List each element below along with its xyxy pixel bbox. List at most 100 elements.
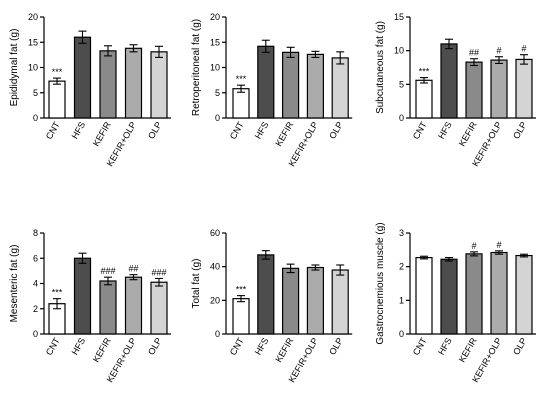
- y-tick-label: 8: [33, 228, 38, 238]
- significance-marker: ***: [52, 288, 63, 298]
- y-tick-label: 5: [215, 88, 220, 98]
- y-tick-label: 0: [33, 113, 38, 123]
- y-tick-label: 40: [210, 262, 220, 272]
- x-tick-label: KEFIR: [457, 336, 479, 364]
- y-tick-label: 10: [210, 63, 220, 73]
- y-axis-label: Total fat (g): [191, 258, 202, 308]
- y-tick-label: 5: [33, 88, 38, 98]
- bar-kefir-olp: [124, 47, 143, 119]
- significance-marker: ##: [128, 264, 138, 274]
- bar-kefir: [465, 253, 483, 335]
- x-tick-label: HFS: [70, 120, 88, 141]
- y-tick-label: 20: [210, 295, 220, 305]
- significance-marker: ##: [469, 48, 479, 58]
- bar-kefir: [99, 280, 117, 335]
- x-tick-label: HFS: [436, 336, 454, 357]
- y-tick-label: 15: [394, 12, 404, 22]
- bar-hfs: [440, 258, 458, 335]
- y-tick-label: 10: [394, 46, 404, 56]
- chart-panel-6: 0 1 2 3 Gastrocnemious muscle (g) CNT HFS # KEFI…: [375, 222, 536, 384]
- y-tick-label: 3: [399, 228, 404, 238]
- bar-kefir-olp: [306, 53, 324, 119]
- significance-marker: ###: [100, 266, 115, 276]
- x-tick-label: HFS: [436, 120, 454, 141]
- bar-kefir-olp: [490, 251, 508, 335]
- y-axis-label: Subcutaneous fat (g): [375, 21, 386, 114]
- chart-panel-4: 0 2 4 6 8 Mesenteric fat (g) *** CNT HFS ### KEFIR…: [9, 228, 171, 384]
- x-tick-label: CNT: [411, 120, 429, 141]
- x-tick-label: HFS: [70, 336, 88, 357]
- significance-marker: #: [521, 44, 526, 54]
- bar-kefir-olp: [306, 266, 324, 335]
- significance-marker: #: [471, 241, 476, 251]
- y-tick-label: 15: [210, 37, 220, 47]
- bar-olp: [515, 254, 533, 335]
- bar-kefir: [99, 50, 117, 119]
- bar-hfs: [257, 45, 275, 119]
- bar-olp: [331, 269, 349, 335]
- x-tick-label: HFS: [253, 336, 271, 357]
- y-axis-label: Gastrocnemious muscle (g): [375, 222, 386, 344]
- significance-marker: ***: [236, 285, 247, 295]
- bar-cnt: [415, 256, 433, 335]
- y-tick-label: 6: [33, 253, 38, 263]
- y-tick-label: 1: [399, 295, 404, 305]
- y-tick-label: 10: [28, 63, 38, 73]
- x-tick-label: OLP: [511, 336, 529, 357]
- y-tick-label: 0: [399, 329, 404, 339]
- significance-marker: ***: [52, 67, 63, 77]
- bar-hfs: [73, 36, 92, 119]
- y-tick-label: 0: [215, 113, 220, 123]
- y-tick-label: 5: [399, 79, 404, 89]
- y-tick-label: 2: [33, 304, 38, 314]
- x-tick-label: KEFIR: [91, 336, 113, 364]
- significance-marker: ***: [419, 67, 430, 77]
- bar-olp: [150, 51, 168, 119]
- significance-marker: #: [496, 240, 501, 250]
- bar-olp: [515, 58, 533, 119]
- x-tick-label: HFS: [253, 120, 271, 141]
- bar-hfs: [440, 43, 458, 119]
- x-tick-label: KEFIR: [273, 336, 295, 364]
- x-tick-label: CNT: [228, 336, 246, 357]
- x-tick-label: KEFIR: [273, 120, 295, 148]
- bar-kefir: [282, 267, 300, 335]
- y-tick-label: 20: [28, 12, 38, 22]
- y-axis-label: Epididymal fat (g): [9, 29, 20, 107]
- bar-hfs: [257, 254, 275, 335]
- significance-marker: ***: [236, 74, 247, 84]
- y-tick-label: 20: [210, 12, 220, 22]
- x-tick-label: OLP: [327, 120, 345, 141]
- x-tick-label: CNT: [228, 120, 246, 141]
- chart-panel-2: 0 5 10 15 20 Retroperitoneal fat (g) *** CNT HFS…: [191, 12, 353, 168]
- x-tick-label: OLP: [327, 336, 345, 357]
- significance-marker: #: [496, 46, 501, 56]
- x-tick-label: KEFIR: [457, 120, 479, 148]
- bar-kefir-olp: [124, 276, 143, 335]
- bar-olp: [331, 57, 349, 119]
- x-tick-label: OLP: [146, 336, 164, 357]
- bar-cnt: [48, 80, 66, 119]
- y-tick-label: 0: [33, 329, 38, 339]
- x-tick-label: OLP: [146, 120, 164, 141]
- bar-cnt: [232, 88, 250, 119]
- bar-cnt: [415, 79, 433, 119]
- bar-olp: [150, 281, 168, 335]
- bar-cnt: [232, 298, 250, 335]
- x-tick-label: CNT: [44, 336, 62, 357]
- bar-kefir: [282, 51, 300, 119]
- x-tick-label: OLP: [511, 120, 529, 141]
- bar-hfs: [73, 257, 92, 335]
- y-tick-label: 2: [399, 262, 404, 272]
- y-tick-label: 0: [215, 329, 220, 339]
- y-axis-label: Mesenteric fat (g): [9, 245, 20, 323]
- chart-panel-1: 0 5 10 15 20 Epididymal fat (g) *** CNT HFS KEFIR…: [9, 12, 171, 168]
- y-tick-label: 4: [33, 279, 38, 289]
- y-tick-label: 60: [210, 228, 220, 238]
- bar-kefir: [465, 61, 483, 119]
- y-tick-label: 0: [399, 113, 404, 123]
- bar-kefir-olp: [490, 59, 508, 119]
